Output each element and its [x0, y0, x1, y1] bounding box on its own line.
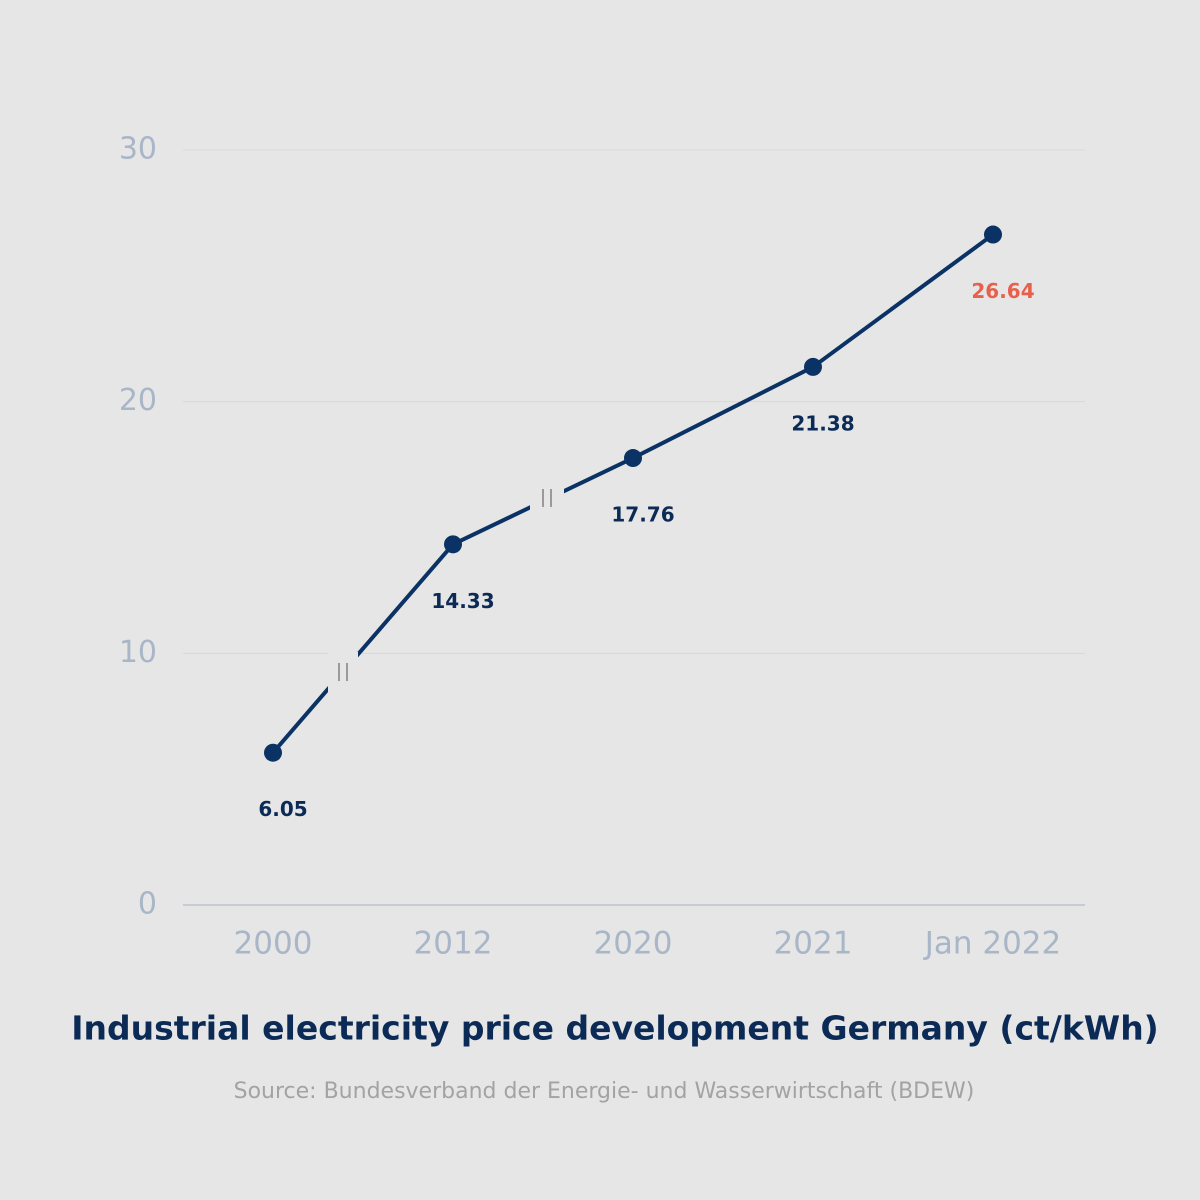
x-tick-label: 2021	[774, 926, 853, 962]
plot	[264, 225, 1002, 762]
y-tick-label: 10	[119, 635, 157, 670]
y-tick-label: 30	[119, 132, 157, 167]
value-label: 26.64	[971, 279, 1034, 303]
axis-breaks	[328, 480, 564, 692]
break-gap	[328, 652, 358, 692]
value-label: 6.05	[258, 797, 307, 821]
x-tick-label: 2012	[414, 926, 493, 962]
x-tick-label: 2020	[594, 926, 673, 962]
source: Source: Bundesverband der Energie- und W…	[234, 1079, 975, 1104]
x-tick-label: 2000	[234, 926, 313, 962]
point	[264, 743, 282, 762]
point	[444, 535, 462, 554]
y-tick-label: 20	[119, 383, 157, 418]
chart-title: Industrial electricity price development…	[71, 1009, 1159, 1048]
value-label: 21.38	[791, 411, 854, 435]
value-label: 17.76	[611, 503, 674, 527]
y-tick-label: 0	[138, 887, 157, 922]
value-label: 14.33	[431, 589, 494, 613]
break-gap	[530, 480, 564, 516]
point	[624, 449, 642, 468]
x-tick-label: Jan 2022	[923, 926, 1062, 962]
grid: 0 10 20 30 2000 2012 2020 2021 Jan 2022	[119, 132, 1085, 962]
point	[804, 357, 822, 376]
point	[984, 225, 1002, 244]
